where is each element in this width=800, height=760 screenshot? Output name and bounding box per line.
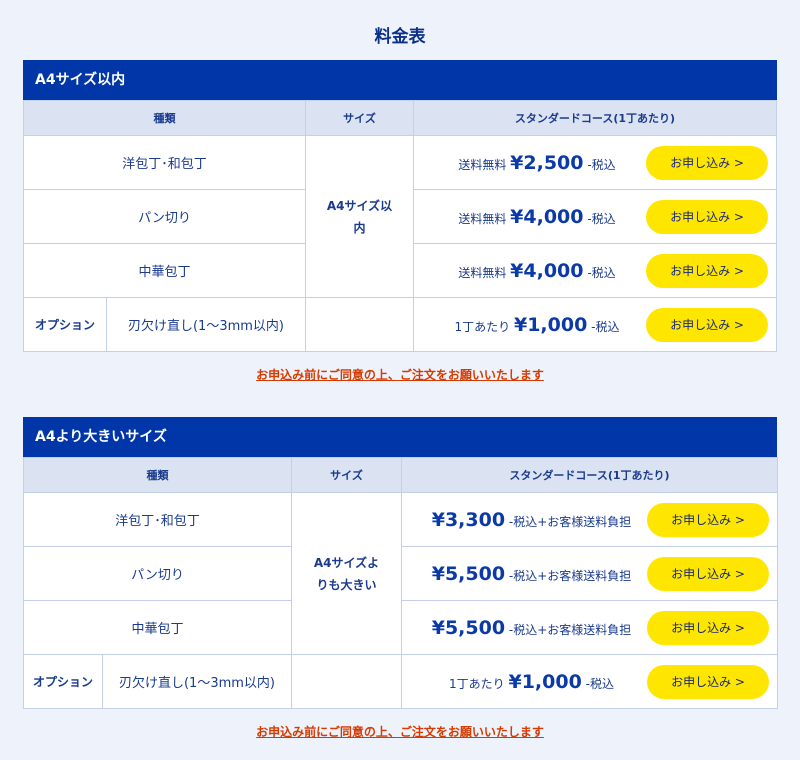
price-suffix: -税込 <box>587 211 616 226</box>
apply-button[interactable]: お申し込み > <box>646 145 768 180</box>
section-heading: A4サイズ以内 <box>23 60 777 100</box>
price-amount: ¥1,000 <box>508 670 582 693</box>
price-prefix: 1丁あたり <box>454 319 511 334</box>
size-cell: A4サイズ以内 <box>305 135 414 298</box>
kind-cell: 中華包丁 <box>23 600 292 655</box>
price-suffix: -税込 <box>587 265 616 280</box>
header-size: サイズ <box>291 457 402 493</box>
kind-cell: 刃欠け直し(1〜3mm以内) <box>102 654 292 709</box>
apply-button[interactable]: お申し込み > <box>647 664 769 699</box>
kind-cell: 刃欠け直し(1〜3mm以内) <box>106 297 306 352</box>
table-row: 洋包丁･和包丁 A4サイズ以内 送料無料 ¥2,500 -税込 お申し込み > <box>23 135 777 298</box>
price-prefix: 送料無料 <box>458 265 507 280</box>
size-cell: A4サイズよりも大きい <box>291 492 402 655</box>
price-prefix: 1丁あたり <box>449 676 505 691</box>
table-row: 洋包丁･和包丁 A4サイズよりも大きい ¥3,300 -税込+お客様送料負担 お申し… <box>23 492 778 655</box>
price-amount: ¥3,300 <box>431 508 506 531</box>
apply-button[interactable]: お申し込み > <box>646 307 768 342</box>
apply-button[interactable]: お申し込み > <box>647 502 769 537</box>
price-prefix: 送料無料 <box>458 211 507 226</box>
price-amount: ¥4,000 <box>510 259 584 282</box>
header-kind: 種類 <box>23 457 292 493</box>
option-label: オプション <box>23 654 103 709</box>
kind-cell: 中華包丁 <box>23 243 306 298</box>
option-row: オプション 刃欠け直し(1〜3mm以内) 1丁あたり ¥1,000 -税込 お申し込み… <box>23 654 778 709</box>
price-suffix: -税込+お客様送料負担 <box>508 568 632 583</box>
apply-button[interactable]: お申し込み > <box>647 610 769 645</box>
section-heading: A4より大きいサイズ <box>23 417 777 457</box>
price-suffix: -税込 <box>585 676 614 691</box>
page-title: 料金表 <box>374 27 426 47</box>
header-course: スタンダードコース(1丁あたり) <box>413 100 777 136</box>
price-section: A4サイズ以内 種類 サイズ スタンダードコース(1丁あたり) 洋包丁･和包丁 A4サイ… <box>23 60 777 383</box>
table-row: パン切り 送料無料 ¥4,000 -税込 お申し込み > <box>23 189 777 244</box>
header-size: サイズ <box>305 100 414 136</box>
price-amount: ¥2,500 <box>510 151 584 174</box>
price-suffix: -税込+お客様送料負担 <box>508 514 632 529</box>
table-row: 中華包丁 送料無料 ¥4,000 -税込 お申し込み > <box>23 243 777 298</box>
price-text: 送料無料 ¥4,000 -税込 <box>428 260 646 282</box>
price-text: 送料無料 ¥2,500 -税込 <box>428 152 646 174</box>
table-row: 中華包丁 ¥5,500 -税込+お客様送料負担 お申し込み > <box>23 600 778 655</box>
price-text: 1丁あたり ¥1,000 -税込 <box>416 671 647 693</box>
price-table: 種類 サイズ スタンダードコース(1丁あたり) 洋包丁･和包丁 A4サイズよりも大きい … <box>23 457 778 709</box>
price-amount: ¥5,500 <box>431 616 506 639</box>
price-suffix: -税込 <box>591 319 620 334</box>
price-amount: ¥4,000 <box>510 205 584 228</box>
price-text: 送料無料 ¥4,000 -税込 <box>428 206 646 228</box>
kind-cell: パン切り <box>23 546 292 601</box>
apply-button[interactable]: お申し込み > <box>646 199 768 234</box>
price-section: A4より大きいサイズ 種類 サイズ スタンダードコース(1丁あたり) 洋包丁･和包丁 A… <box>23 417 778 740</box>
price-text: 1丁あたり ¥1,000 -税込 <box>428 314 646 336</box>
price-text: ¥5,500 -税込+お客様送料負担 <box>416 563 647 585</box>
price-amount: ¥5,500 <box>431 562 506 585</box>
price-amount: ¥1,000 <box>513 313 588 336</box>
apply-button[interactable]: お申し込み > <box>646 253 768 288</box>
header-kind: 種類 <box>23 100 306 136</box>
agreement-note[interactable]: お申込み前にご同意の上、ご注文をお願いいたします <box>256 725 544 739</box>
price-table: 種類 サイズ スタンダードコース(1丁あたり) 洋包丁･和包丁 A4サイズ以内 送料無料 … <box>23 100 777 352</box>
option-row: オプション 刃欠け直し(1〜3mm以内) 1丁あたり ¥1,000 -税込 お申し込み… <box>23 297 777 352</box>
apply-button[interactable]: お申し込み > <box>647 556 769 591</box>
kind-cell: パン切り <box>23 189 306 244</box>
kind-cell: 洋包丁･和包丁 <box>23 492 292 547</box>
price-suffix: -税込 <box>587 157 616 172</box>
header-course: スタンダードコース(1丁あたり) <box>401 457 778 493</box>
agreement-note[interactable]: お申込み前にご同意の上、ご注文をお願いいたします <box>256 368 544 382</box>
kind-cell: 洋包丁･和包丁 <box>23 135 306 190</box>
price-text: ¥5,500 -税込+お客様送料負担 <box>416 617 647 639</box>
price-text: ¥3,300 -税込+お客様送料負担 <box>416 509 647 531</box>
price-prefix: 送料無料 <box>458 157 507 172</box>
price-suffix: -税込+お客様送料負担 <box>508 622 632 637</box>
option-label: オプション <box>23 297 107 352</box>
